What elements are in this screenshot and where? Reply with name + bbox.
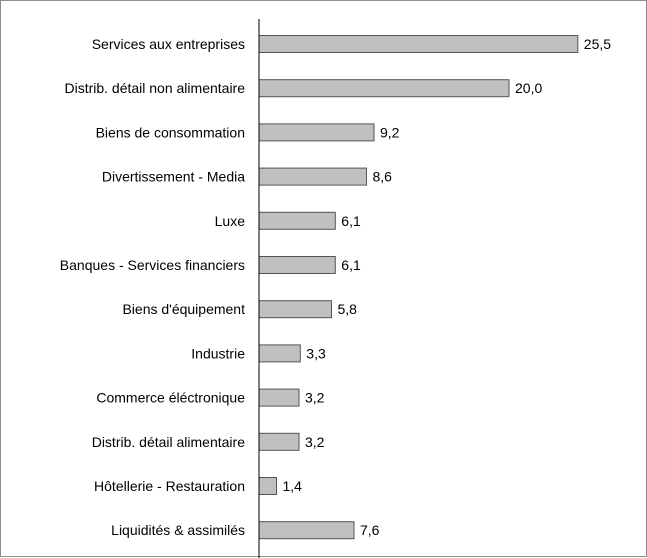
category-label: Banques - Services financiers: [60, 257, 245, 273]
bar: [258, 300, 332, 319]
value-label: 7,6: [360, 522, 380, 538]
category-label: Services aux entreprises: [92, 36, 245, 52]
labels-layer: Services aux entreprises 25,5 Distrib. dét…: [60, 36, 611, 538]
value-label: 3,2: [305, 434, 325, 450]
value-label: 5,8: [338, 301, 358, 317]
category-label: Commerce éléctronique: [96, 390, 245, 406]
bar: [258, 477, 277, 495]
bar: [258, 432, 300, 451]
value-label: 6,1: [341, 213, 361, 229]
bar: [258, 521, 355, 540]
category-label: Biens de consommation: [96, 124, 245, 140]
value-label: 8,6: [373, 169, 393, 185]
bar: [258, 79, 510, 98]
category-label: Distrib. détail non alimentaire: [64, 80, 245, 96]
category-label: Industrie: [191, 345, 245, 361]
category-label: Liquidités & assimilés: [111, 522, 245, 538]
bar: [258, 256, 336, 274]
bar: [258, 388, 300, 407]
bar: [258, 35, 579, 53]
bar: [258, 167, 367, 186]
value-label: 3,3: [306, 345, 326, 361]
bar: [258, 123, 375, 142]
value-label: 3,2: [305, 390, 325, 406]
value-label: 1,4: [283, 478, 303, 494]
category-label: Divertissement - Media: [102, 169, 245, 185]
category-label: Hôtellerie - Restauration: [94, 478, 245, 494]
category-label: Distrib. détail alimentaire: [92, 434, 245, 450]
value-label: 9,2: [380, 124, 400, 140]
value-label: 25,5: [584, 36, 611, 52]
bar: [258, 211, 336, 230]
value-label: 6,1: [341, 257, 361, 273]
bars-layer: [258, 35, 579, 540]
category-label: Luxe: [215, 213, 246, 229]
value-label: 20,0: [515, 80, 542, 96]
bar: [258, 344, 301, 363]
category-label: Biens d'équipement: [122, 301, 245, 317]
